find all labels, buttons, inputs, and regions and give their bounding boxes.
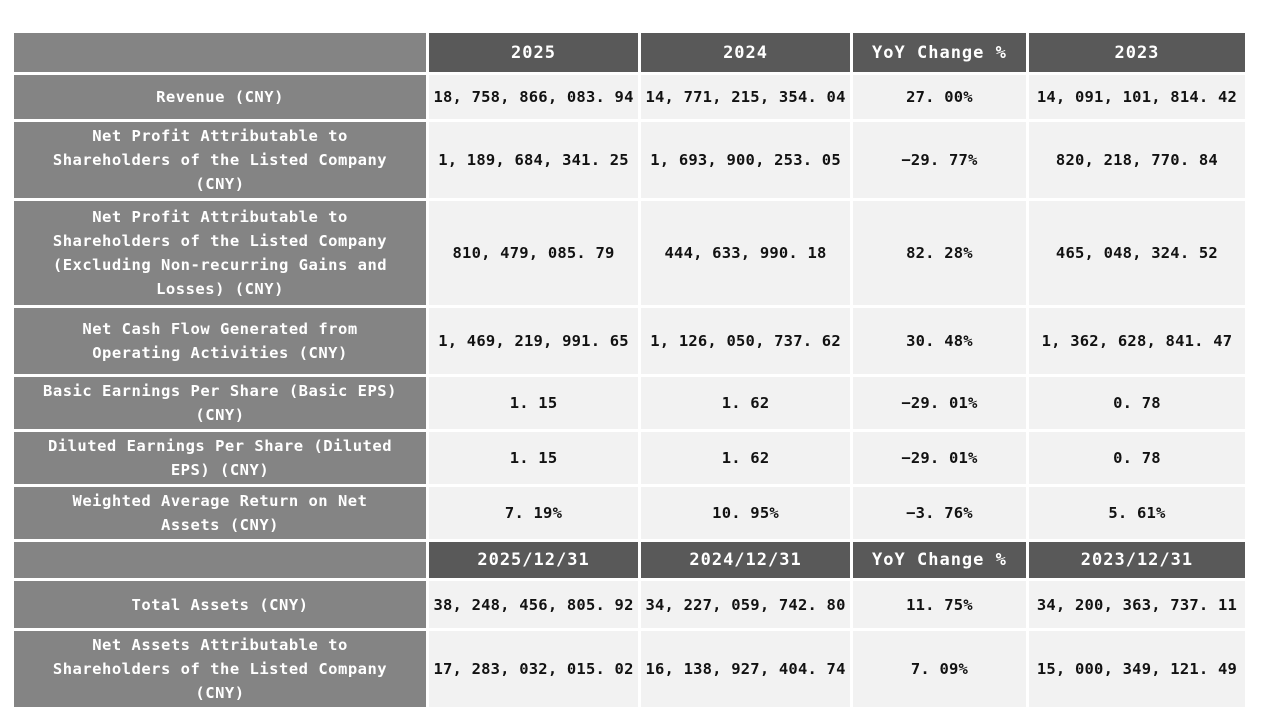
row-label: Revenue (CNY): [14, 75, 427, 119]
value-2024: 1. 62: [641, 432, 851, 484]
value-2024: 16, 138, 927, 404. 74: [641, 631, 851, 707]
corner-cell: [14, 33, 427, 72]
value-2025: 17, 283, 032, 015. 02: [429, 631, 639, 707]
table-row-net-profit-excl-nonrecurring: Net Profit Attributable to Shareholders …: [14, 201, 1245, 305]
col-header-2024: 2024: [641, 33, 851, 72]
value-2024: 1, 693, 900, 253. 05: [641, 122, 851, 198]
value-2025: 1. 15: [429, 432, 639, 484]
value-2024: 10. 95%: [641, 487, 851, 539]
value-2023: 34, 200, 363, 737. 11: [1028, 581, 1245, 628]
value-yoy: −29. 77%: [853, 122, 1026, 198]
table-row-revenue: Revenue (CNY) 18, 758, 866, 083. 94 14, …: [14, 75, 1245, 119]
corner-cell: [14, 542, 427, 578]
header-row-annual: 2025 2024 YoY Change % 2023: [14, 33, 1245, 72]
value-2025: 810, 479, 085. 79: [429, 201, 639, 305]
value-2024: 1, 126, 050, 737. 62: [641, 308, 851, 374]
value-2023: 0. 78: [1028, 377, 1245, 429]
value-2025: 7. 19%: [429, 487, 639, 539]
row-label: Total Assets (CNY): [14, 581, 427, 628]
value-yoy: 30. 48%: [853, 308, 1026, 374]
row-label: Net Profit Attributable to Shareholders …: [14, 201, 427, 305]
table-row-operating-cash-flow: Net Cash Flow Generated from Operating A…: [14, 308, 1245, 374]
table-row-weighted-avg-return: Weighted Average Return on Net Assets (C…: [14, 487, 1245, 539]
value-2025: 1, 189, 684, 341. 25: [429, 122, 639, 198]
col-header-2023: 2023: [1028, 33, 1245, 72]
value-yoy: 7. 09%: [853, 631, 1026, 707]
col-header-2025-12-31: 2025/12/31: [429, 542, 639, 578]
row-label: Weighted Average Return on Net Assets (C…: [14, 487, 427, 539]
value-2025: 1, 469, 219, 991. 65: [429, 308, 639, 374]
value-2025: 38, 248, 456, 805. 92: [429, 581, 639, 628]
value-yoy: 82. 28%: [853, 201, 1026, 305]
value-2023: 15, 000, 349, 121. 49: [1028, 631, 1245, 707]
col-header-yoy: YoY Change %: [853, 33, 1026, 72]
table-row-total-assets: Total Assets (CNY) 38, 248, 456, 805. 92…: [14, 581, 1245, 628]
value-yoy: 11. 75%: [853, 581, 1026, 628]
financial-summary-table: 2025 2024 YoY Change % 2023 Revenue (CNY…: [11, 30, 1248, 710]
value-2023: 14, 091, 101, 814. 42: [1028, 75, 1245, 119]
row-label: Net Cash Flow Generated from Operating A…: [14, 308, 427, 374]
value-2024: 14, 771, 215, 354. 04: [641, 75, 851, 119]
table-row-net-profit: Net Profit Attributable to Shareholders …: [14, 122, 1245, 198]
table-row-basic-eps: Basic Earnings Per Share (Basic EPS) (CN…: [14, 377, 1245, 429]
value-yoy: −29. 01%: [853, 377, 1026, 429]
row-label: Diluted Earnings Per Share (Diluted EPS)…: [14, 432, 427, 484]
value-2023: 1, 362, 628, 841. 47: [1028, 308, 1245, 374]
col-header-yoy-2: YoY Change %: [853, 542, 1026, 578]
col-header-2025: 2025: [429, 33, 639, 72]
value-2024: 34, 227, 059, 742. 80: [641, 581, 851, 628]
value-2023: 5. 61%: [1028, 487, 1245, 539]
table-row-net-assets: Net Assets Attributable to Shareholders …: [14, 631, 1245, 707]
value-2023: 820, 218, 770. 84: [1028, 122, 1245, 198]
row-label: Basic Earnings Per Share (Basic EPS) (CN…: [14, 377, 427, 429]
value-yoy: 27. 00%: [853, 75, 1026, 119]
row-label: Net Profit Attributable to Shareholders …: [14, 122, 427, 198]
value-2023: 465, 048, 324. 52: [1028, 201, 1245, 305]
value-2024: 444, 633, 990. 18: [641, 201, 851, 305]
col-header-2023-12-31: 2023/12/31: [1028, 542, 1245, 578]
value-yoy: −29. 01%: [853, 432, 1026, 484]
col-header-2024-12-31: 2024/12/31: [641, 542, 851, 578]
header-row-balance-dates: 2025/12/31 2024/12/31 YoY Change % 2023/…: [14, 542, 1245, 578]
value-2023: 0. 78: [1028, 432, 1245, 484]
value-2025: 1. 15: [429, 377, 639, 429]
row-label: Net Assets Attributable to Shareholders …: [14, 631, 427, 707]
value-2024: 1. 62: [641, 377, 851, 429]
value-2025: 18, 758, 866, 083. 94: [429, 75, 639, 119]
value-yoy: −3. 76%: [853, 487, 1026, 539]
table-row-diluted-eps: Diluted Earnings Per Share (Diluted EPS)…: [14, 432, 1245, 484]
